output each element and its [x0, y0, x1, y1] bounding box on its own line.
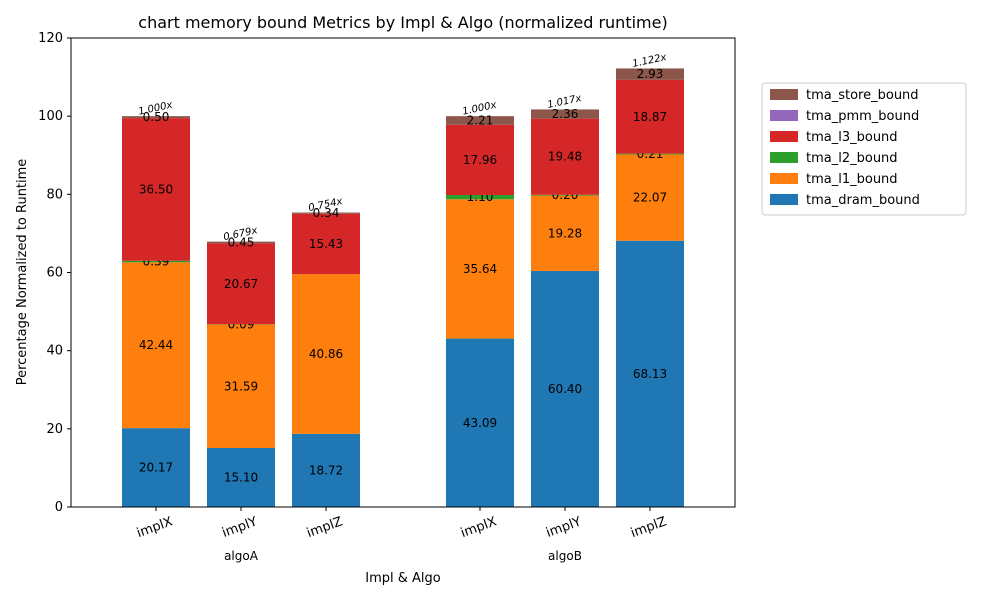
- bar-segment-tma_store_bound: [207, 241, 275, 244]
- y-tick-label: 0: [55, 500, 63, 515]
- bar-segment-tma_l3_bound: [292, 213, 360, 275]
- bar-segment-tma_l2_bound: [446, 194, 514, 200]
- legend-swatch: [770, 194, 798, 205]
- y-tick-label: 60: [46, 266, 63, 281]
- segment-value-label: 42.44: [139, 338, 173, 352]
- x-tick-label: implZ: [305, 514, 345, 541]
- segment-value-label: 40.86: [309, 347, 343, 361]
- bar-segment-tma_store_bound: [531, 109, 599, 119]
- y-axis: 0 20 40 60 80 100 120: [38, 31, 71, 515]
- plot-area: 20.17 15.10 18.72 43.09 60.40 68.13 42.44 31.59…: [70, 37, 736, 508]
- bar-segment-tma_store_bound: [616, 68, 684, 80]
- bar-segment-tma_l1_bound: [122, 262, 190, 429]
- legend-swatch: [770, 131, 798, 142]
- x-tick-label: implX: [459, 514, 499, 541]
- bar-segment-tma_l3_bound: [207, 243, 275, 325]
- legend-box: [761, 82, 967, 216]
- legend: tma_store_bound tma_pmm_bound tma_l3_bound…: [761, 82, 967, 216]
- legend-swatch: [770, 89, 798, 100]
- y-tick-label: 40: [46, 344, 63, 359]
- bar-segment-tma_dram_bound: [122, 428, 190, 507]
- segment-value-label: 15.10: [224, 470, 258, 484]
- bar-segment-tma_dram_bound: [207, 447, 275, 507]
- bar-segment-tma_dram_bound: [616, 240, 684, 507]
- segment-value-label: 18.87: [633, 110, 667, 124]
- bar-segment-tma_l1_bound: [531, 195, 599, 271]
- bar-segment-tma_l3_bound: [122, 118, 190, 261]
- bar-segment-tma_l3_bound: [531, 118, 599, 195]
- bar-segment-tma_store_bound: [292, 212, 360, 214]
- segment-value-label: 15.43: [309, 237, 343, 251]
- bar-segment-tma_dram_bound: [292, 433, 360, 507]
- y-tick-label: 20: [46, 422, 63, 437]
- x-tick-label: implX: [135, 514, 175, 541]
- x-axis: implX implY implZ implX implY implZ algoA algoB: [135, 507, 669, 563]
- y-tick-label: 120: [38, 31, 63, 46]
- legend-entry: tma_pmm_bound: [806, 109, 919, 124]
- segment-value-label: 36.50: [139, 182, 173, 196]
- legend-entry: tma_l3_bound: [806, 130, 898, 145]
- group-label: algoA: [224, 549, 259, 563]
- legend-entry: tma_store_bound: [806, 88, 919, 103]
- segment-value-label: 60.40: [548, 382, 582, 396]
- chart-title: chart memory bound Metrics by Impl & Alg…: [138, 13, 667, 32]
- segment-value-label: 31.59: [224, 379, 258, 393]
- bar-segment-tma_store_bound: [122, 116, 190, 119]
- bar-segment-tma_dram_bound: [446, 338, 514, 507]
- legend-entry: tma_dram_bound: [806, 193, 920, 208]
- bar-segment-tma_store_bound: [446, 116, 514, 125]
- y-tick-label: 80: [46, 187, 63, 202]
- legend-swatch: [770, 152, 798, 163]
- x-tick-label: implY: [544, 514, 583, 540]
- segment-value-label: 19.48: [548, 150, 582, 164]
- legend-swatch: [770, 173, 798, 184]
- segment-value-label: 35.64: [463, 262, 497, 276]
- segment-value-label: 0.45: [228, 236, 255, 250]
- segment-value-label: 0.34: [313, 206, 340, 220]
- bar-segment-tma_dram_bound: [531, 270, 599, 507]
- segment-value-label: 20.67: [224, 277, 258, 291]
- bar-segment-tma_l1_bound: [292, 274, 360, 434]
- bar-segment-tma_l3_bound: [616, 79, 684, 154]
- segment-value-label: 2.36: [552, 107, 579, 121]
- bar-segment-tma_l1_bound: [207, 324, 275, 448]
- segment-value-label: 0.50: [143, 110, 170, 124]
- segment-value-label: 43.09: [463, 416, 497, 430]
- bar-segment-tma_l2_bound: [531, 194, 599, 196]
- segment-value-label: 18.72: [309, 463, 343, 477]
- segment-value-label: 2.21: [467, 113, 494, 127]
- segment-value-label: 20.17: [139, 461, 173, 475]
- bar-segment-tma_l1_bound: [616, 154, 684, 241]
- segment-value-label: 2.93: [637, 67, 664, 81]
- y-axis-label: Percentage Normalized to Runtime: [15, 159, 30, 386]
- segment-value-label: 19.28: [548, 226, 582, 240]
- x-tick-label: implY: [220, 514, 259, 540]
- legend-swatch: [770, 110, 798, 121]
- segment-value-label: 22.07: [633, 191, 667, 205]
- legend-entry: tma_l1_bound: [806, 172, 898, 187]
- group-label: algoB: [548, 549, 582, 563]
- segment-value-label: 68.13: [633, 367, 667, 381]
- x-tick-label: implZ: [629, 514, 669, 541]
- legend-entry: tma_l2_bound: [806, 151, 898, 166]
- segment-value-label: 17.96: [463, 153, 497, 167]
- bar-segment-tma_l3_bound: [446, 124, 514, 195]
- bar-segment-tma_l2_bound: [616, 153, 684, 155]
- bar-segment-tma_l2_bound: [122, 260, 190, 263]
- x-axis-label: Impl & Algo: [365, 571, 441, 586]
- y-tick-label: 100: [38, 109, 63, 124]
- bar-segment-tma_l1_bound: [446, 199, 514, 339]
